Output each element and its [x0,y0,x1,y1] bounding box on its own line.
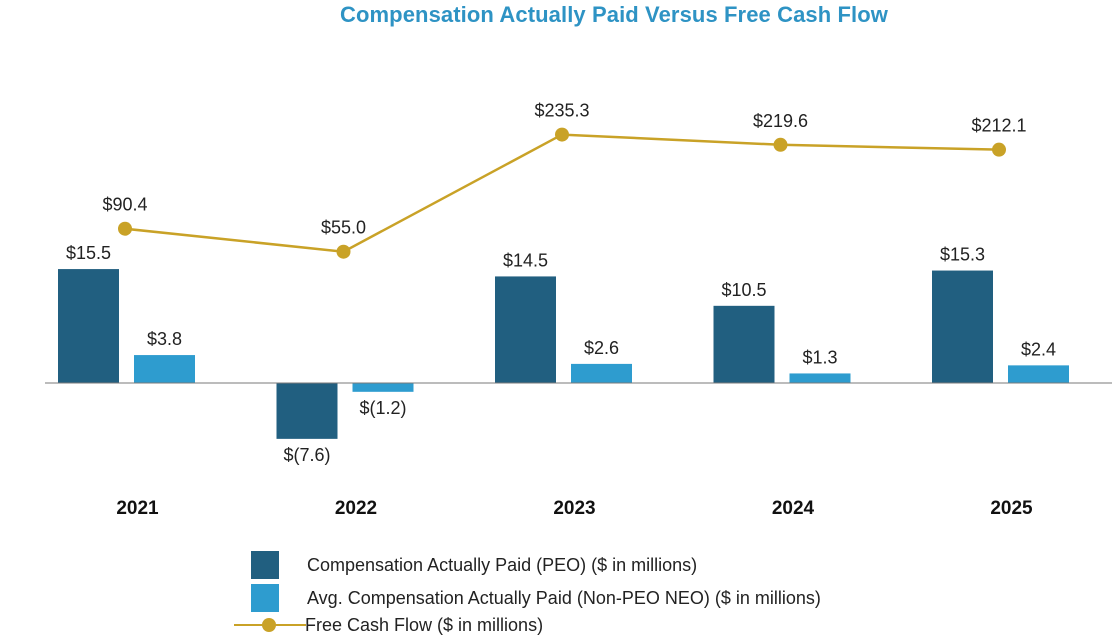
data-label-non-peo-2021: $3.8 [147,329,182,349]
legend-label-non-peo: Avg. Compensation Actually Paid (Non-PEO… [307,587,821,608]
legend-item-non-peo: Avg. Compensation Actually Paid (Non-PEO… [251,584,821,612]
x-tick-label-2025: 2025 [990,498,1033,519]
legend-swatch-non-peo [251,584,279,612]
data-label-non-peo-2022: $(1.2) [359,398,406,418]
data-label-non-peo-2024: $1.3 [802,347,837,367]
fcf-line [124,133,1000,254]
fcf-data-label-2022: $55.0 [321,218,366,238]
bar-peo-2024 [713,305,775,383]
x-tick-label-2022: 2022 [335,498,377,519]
x-tick-label-2021: 2021 [116,498,159,519]
legend-item-fcf: Free Cash Flow ($ in millions) [234,611,543,639]
fcf-point-2021 [118,221,132,236]
fcf-data-label-2021: $90.4 [102,195,147,215]
fcf-data-label-2023: $235.3 [534,101,589,121]
data-label-peo-2024: $10.5 [721,280,766,300]
data-label-non-peo-2023: $2.6 [584,338,619,358]
data-label-non-peo-2025: $2.4 [1021,339,1056,359]
bar-peo-2022 [276,383,338,439]
legend-label-fcf: Free Cash Flow ($ in millions) [305,614,544,635]
fcf-data-label-2024: $219.6 [753,111,808,131]
x-tick-label-2023: 2023 [553,498,595,519]
fcf-point-2025 [992,142,1006,157]
data-label-peo-2021: $15.5 [66,243,111,263]
legend-item-peo: Compensation Actually Paid (PEO) ($ in m… [251,551,697,579]
bar-non-peo-2021 [134,355,195,383]
legend-line-marker-icon [234,615,306,635]
fcf-point-2024 [773,137,788,152]
chart-title: Compensation Actually Paid Versus Free C… [339,2,889,27]
data-label-peo-2025: $15.3 [940,245,985,265]
data-label-peo-2023: $14.5 [503,250,548,270]
bar-non-peo-2022 [352,383,414,392]
legend-label-peo: Compensation Actually Paid (PEO) ($ in m… [307,554,698,575]
bar-non-peo-2025 [1008,365,1069,383]
bar-non-peo-2023 [571,363,632,383]
data-label-peo-2022: $(7.6) [283,445,330,465]
bar-non-peo-2024 [789,373,851,383]
x-tick-label-2024: 2024 [772,498,815,519]
fcf-data-label-2025: $212.1 [971,116,1026,136]
fcf-point-2023 [555,127,569,142]
legend-swatch-peo [251,551,279,579]
fcf-point-2022 [336,244,351,259]
bar-peo-2021 [58,269,119,383]
bar-peo-2023 [495,276,556,383]
bar-peo-2025 [932,270,993,383]
